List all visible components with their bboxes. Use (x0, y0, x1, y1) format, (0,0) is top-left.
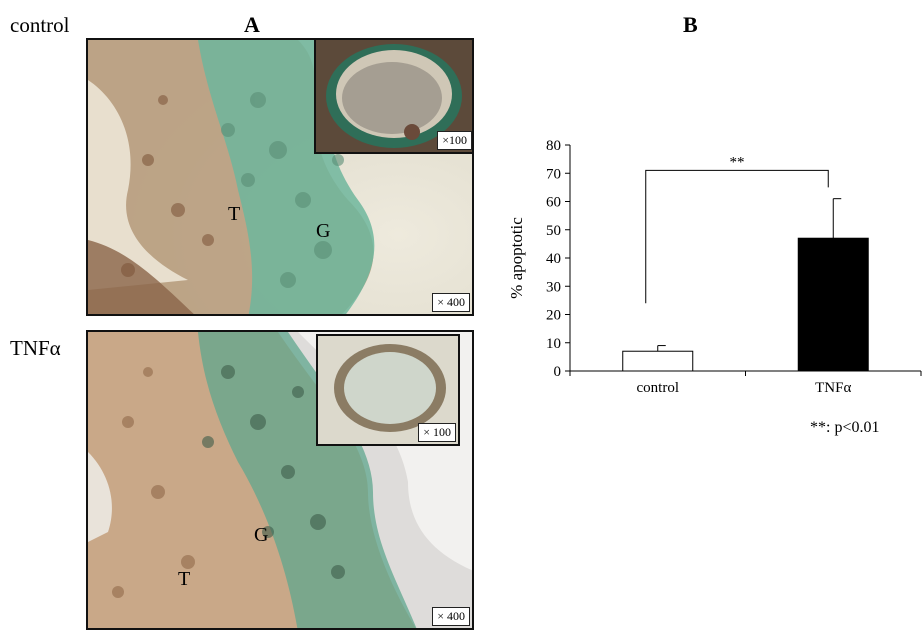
significance-footnote: **: p<0.01 (810, 419, 880, 436)
control-inset-magnification: ×100 (437, 131, 472, 150)
tnf-inset-image (318, 336, 458, 444)
control-granulosa-label: G (316, 220, 331, 242)
y-tick-label: 50 (546, 223, 561, 239)
row-label-tnf: TNFα (10, 336, 61, 360)
y-tick-label: 40 (546, 251, 561, 267)
tnf-micrograph: × 100 T G × 400 (86, 330, 474, 630)
panel-label-b: B (683, 12, 698, 37)
significance-label: ** (730, 154, 745, 170)
y-tick-label: 80 (546, 138, 561, 154)
bar-0 (622, 350, 694, 372)
y-tick-label: 20 (546, 308, 561, 324)
tnf-inset: × 100 (316, 334, 460, 446)
significance-bracket (645, 169, 829, 304)
y-axis-label: % apoptotic (507, 217, 526, 299)
y-tick-label: 10 (546, 336, 561, 352)
row-label-control: control (10, 13, 70, 37)
y-tick-label: 0 (554, 364, 562, 380)
y-tick-label: 30 (546, 279, 561, 295)
tnf-main-magnification: × 400 (432, 607, 470, 626)
control-main-magnification: × 400 (432, 293, 470, 312)
tnf-granulosa-label: G (254, 524, 269, 546)
y-tick-label: 60 (546, 195, 561, 211)
control-inset: ×100 (314, 40, 472, 154)
x-tick-label-1: TNFα (815, 380, 851, 396)
bar-1 (797, 237, 869, 372)
panel-label-a: A (244, 12, 260, 37)
tnf-theca-label: T (178, 568, 191, 590)
control-theca-label: T (228, 203, 241, 225)
tnf-inset-magnification: × 100 (418, 423, 456, 442)
control-micrograph: ×100 T G × 400 (86, 38, 474, 316)
x-tick-label-0: control (637, 380, 680, 396)
y-tick-label: 70 (546, 166, 561, 182)
